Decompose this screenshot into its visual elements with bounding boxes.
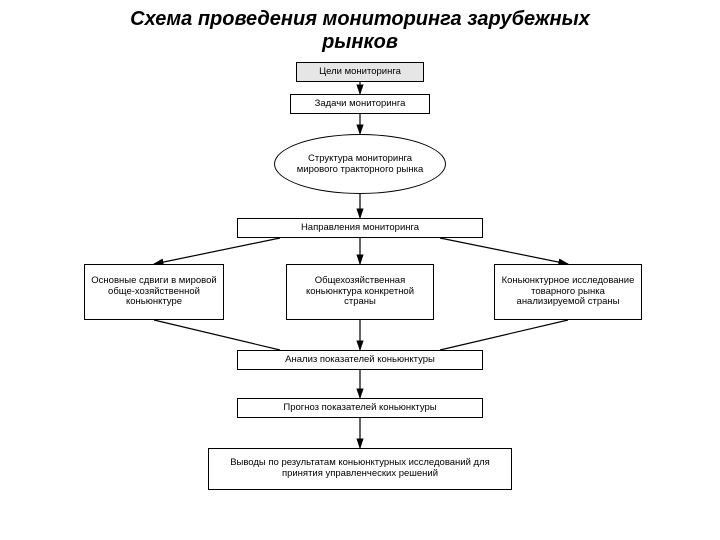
node-shifts: Основные сдвиги в мировой обще-хозяйстве… xyxy=(84,264,224,320)
page-title: Схема проведения мониторинга зарубежных … xyxy=(0,8,720,54)
node-label: Задачи мониторинга xyxy=(315,99,406,110)
node-directions: Направления мониторинга xyxy=(237,218,483,238)
node-forecast: Прогноз показателей коньюнктуры xyxy=(237,398,483,418)
title-line-2: рынков xyxy=(322,31,398,53)
node-structure: Структура мониторинга мирового тракторно… xyxy=(274,134,446,194)
node-label: Цели мониторинга xyxy=(319,67,401,78)
node-label: Коньюнктурное исследование товарного рын… xyxy=(499,276,637,309)
node-conclusions: Выводы по результатам коньюнктурных иссл… xyxy=(208,448,512,490)
title-line-1: Схема проведения мониторинга зарубежных xyxy=(130,8,590,30)
node-label: Основные сдвиги в мировой обще-хозяйстве… xyxy=(89,276,219,309)
node-label: Общехозяйственная коньюнктура конкретной… xyxy=(291,276,429,309)
node-label: Направления мониторинга xyxy=(301,223,419,234)
node-tasks: Задачи мониторинга xyxy=(290,94,430,114)
node-goals: Цели мониторинга xyxy=(296,62,424,82)
node-market-research: Коньюнктурное исследование товарного рын… xyxy=(494,264,642,320)
node-label: Выводы по результатам коньюнктурных иссл… xyxy=(213,458,507,480)
node-label: Анализ показателей коньюнктуры xyxy=(285,355,435,366)
node-analysis: Анализ показателей коньюнктуры xyxy=(237,350,483,370)
node-label: Прогноз показателей коньюнктуры xyxy=(283,403,436,414)
node-country-conj: Общехозяйственная коньюнктура конкретной… xyxy=(286,264,434,320)
node-label: Структура мониторинга мирового тракторно… xyxy=(287,153,433,176)
